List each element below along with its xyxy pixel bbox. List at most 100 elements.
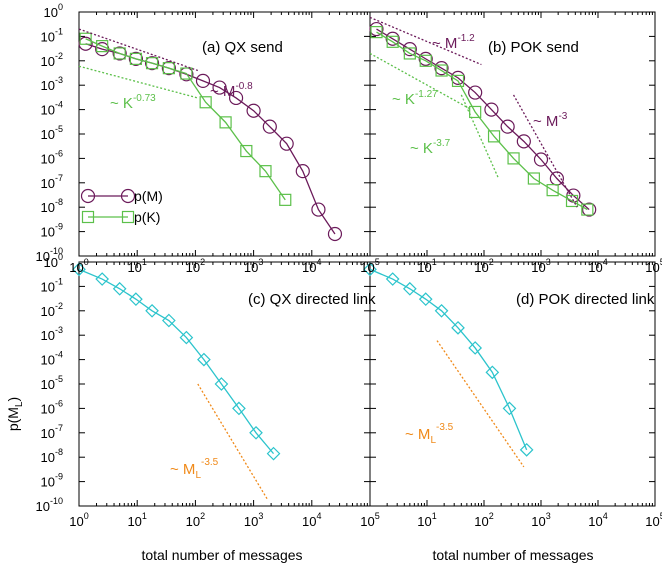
data-point: [259, 165, 272, 178]
y-tick-label: 10-4: [41, 350, 63, 368]
fit-guide-line: [369, 16, 482, 66]
panel-d: 101 102 103 104 105 (d) POK directed link: [363, 261, 662, 529]
data-point: [72, 262, 86, 277]
fit-annotation: ~ ML-3.5: [405, 422, 454, 446]
data-point: [468, 85, 483, 100]
fit-annotation: ~ M-0.8: [210, 81, 253, 100]
data-point: [262, 119, 277, 134]
data-point: [129, 52, 143, 65]
x-tick-label: 105: [645, 511, 662, 529]
data-point: [295, 164, 310, 179]
y-tick-label: 10-9: [41, 222, 63, 240]
y-tick-label: 10-6: [41, 398, 63, 416]
panel-title: (a) QX send: [202, 39, 283, 56]
y-axis-label: p(ML): [5, 397, 25, 431]
y-tick-label: 10-10: [36, 496, 63, 514]
data-point: [279, 193, 292, 206]
legend: p(M) p(K): [80, 188, 163, 225]
data-point: [369, 21, 384, 37]
x-tick-label: 101: [127, 257, 146, 275]
x-axis-label-c: total number of messages: [141, 547, 302, 563]
y-tick-label: 10-8: [41, 447, 63, 465]
x-tick-label: 101: [417, 257, 436, 275]
data-point: [363, 262, 377, 277]
x-tick-label: 105: [360, 511, 379, 529]
fit-guide-line: [436, 340, 525, 468]
data-point: [232, 401, 246, 416]
data-point: [311, 202, 326, 217]
fit-annotation: ~ M-3: [533, 111, 568, 130]
panel-c: 100 10-1 10-2 10-3 10-4 10-5 10-6 10-7 10-8 10-9 1…: [36, 252, 380, 529]
panel-a: 100 10-1 10-2 10-3 10-4 10-5 10-6 10-7 10-8 10-9 1…: [36, 2, 371, 264]
data-point: [144, 56, 160, 71]
data-point: [180, 67, 193, 80]
data-point: [516, 134, 531, 149]
fit-annotation: ~ K-0.73: [110, 93, 156, 112]
data-point: [418, 51, 433, 66]
fit-annotation: ~ K-3.7: [410, 138, 451, 157]
fit-annotation: ~ ML-3.5: [170, 457, 219, 481]
data-point: [418, 292, 433, 307]
x-tick-label: 102: [186, 257, 205, 275]
y-tick-label: 10-7: [41, 173, 63, 191]
data-point: [129, 292, 143, 307]
fit-annotation: ~ K-1.27: [392, 89, 438, 108]
data-point: [403, 47, 416, 60]
x-tick-label: 105: [360, 257, 379, 275]
series-line: [369, 268, 528, 451]
x-axis-label-d: total number of messages: [432, 547, 593, 563]
series-line: [85, 43, 336, 235]
fit-guide-line: [197, 383, 268, 499]
data-point: [434, 303, 449, 318]
data-point: [195, 73, 211, 89]
data-point: [145, 303, 159, 318]
x-tick-label: 101: [417, 511, 436, 529]
data-point: [385, 31, 400, 46]
x-tick-label: 100: [69, 257, 88, 275]
y-tick-label: 10-5: [41, 124, 63, 142]
data-point: [485, 365, 500, 380]
x-tick-label: 103: [531, 511, 550, 529]
data-point: [533, 152, 549, 167]
y-tick-label: 10-1: [41, 26, 63, 44]
data-point: [450, 70, 466, 85]
legend-marker: [121, 210, 135, 224]
y-tick-label: 10-2: [41, 301, 63, 319]
data-point: [468, 341, 483, 355]
data-point: [78, 36, 93, 51]
y-tick-label: 10-4: [41, 100, 63, 118]
legend-label: p(K): [134, 209, 160, 225]
data-point: [162, 313, 176, 328]
fit-guide-line: [460, 94, 500, 179]
x-tick-label: 102: [474, 511, 493, 529]
data-point: [279, 136, 294, 151]
data-point: [402, 281, 417, 296]
y-tick-label: 10-3: [41, 75, 63, 93]
legend-label: p(M): [134, 188, 163, 204]
data-point: [386, 35, 399, 48]
legend-marker: [120, 188, 136, 204]
data-point: [519, 443, 534, 457]
data-point: [484, 102, 499, 117]
fit-guide-line: [78, 28, 199, 72]
data-point: [451, 74, 465, 88]
data-point: [112, 46, 127, 61]
legend-marker: [80, 188, 96, 204]
data-point: [79, 32, 92, 45]
data-point: [197, 352, 211, 367]
x-tick-label: 104: [588, 257, 607, 275]
data-point: [507, 152, 520, 165]
data-point: [500, 119, 515, 134]
data-point: [469, 105, 482, 119]
x-tick-label: 103: [531, 257, 550, 275]
panel-b: (b) POK send: [369, 11, 656, 257]
data-point: [502, 401, 517, 416]
series-line: [376, 28, 590, 211]
data-point: [112, 281, 127, 296]
y-tick-label: 10-3: [41, 325, 63, 343]
data-point: [546, 184, 559, 197]
data-point: [199, 96, 212, 109]
data-point: [96, 40, 109, 53]
data-point: [527, 172, 540, 185]
data-point: [249, 425, 263, 440]
